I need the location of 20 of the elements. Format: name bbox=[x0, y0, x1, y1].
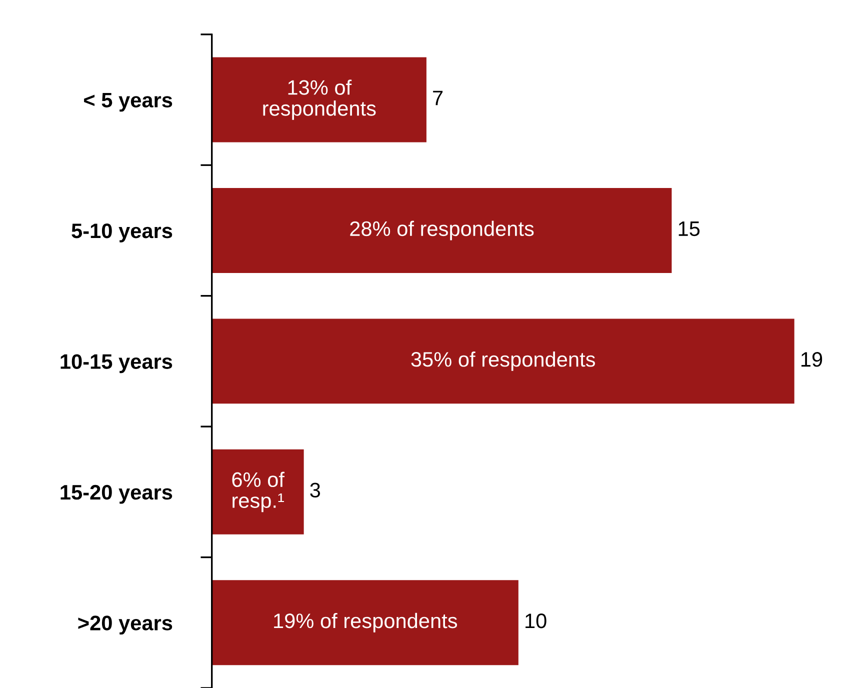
data-label: 7 bbox=[433, 90, 443, 106]
bar bbox=[212, 449, 304, 534]
annotation: 19% of respondents bbox=[274, 612, 458, 632]
bar bbox=[212, 188, 672, 273]
data-label: 15 bbox=[678, 222, 700, 236]
annotation: 13% of respondents bbox=[263, 80, 376, 120]
y-tick-label: 10-15 years bbox=[60, 354, 172, 374]
bar bbox=[212, 318, 794, 404]
annotation: 6% of resp.¹ bbox=[232, 472, 284, 512]
data-label: 19 bbox=[801, 352, 822, 367]
annotation: 28% of respondents bbox=[350, 220, 534, 240]
y-tick-label: < 5 years bbox=[84, 92, 172, 112]
annotation: 35% of respondents bbox=[411, 351, 595, 371]
bar bbox=[212, 57, 426, 142]
y-tick-label: 5-10 years bbox=[72, 223, 172, 242]
bar bbox=[212, 580, 518, 666]
data-label: 10 bbox=[526, 613, 546, 628]
data-label: 3 bbox=[310, 482, 320, 498]
y-tick-label: 15-20 years bbox=[60, 484, 172, 504]
y-tick-label: >20 years bbox=[78, 616, 172, 635]
